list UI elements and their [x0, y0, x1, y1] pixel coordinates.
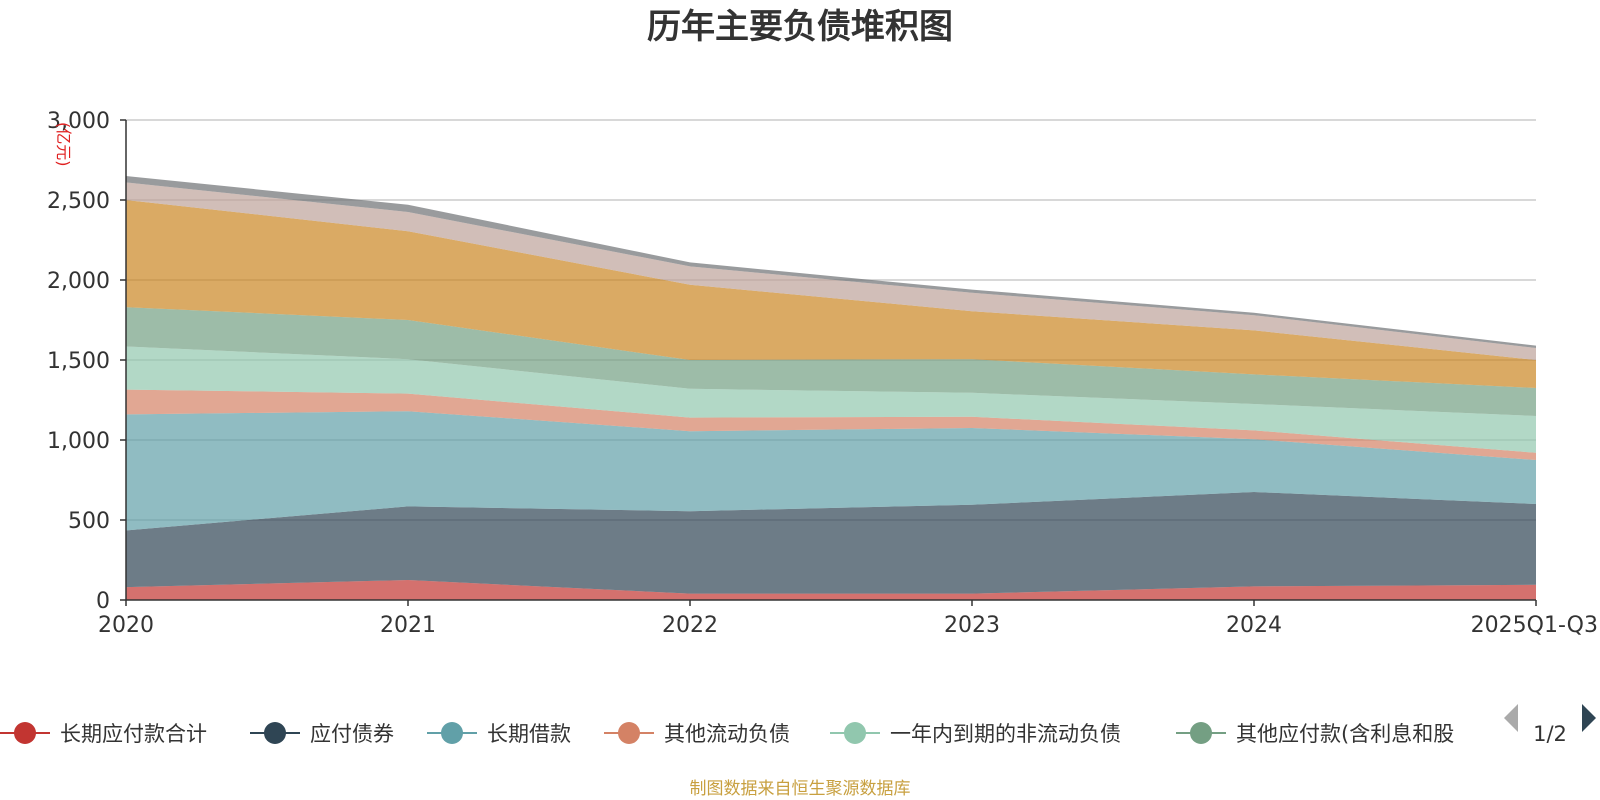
area-series-8[interactable] — [126, 182, 1536, 360]
area-series-9[interactable] — [126, 176, 1536, 348]
area-series-6[interactable] — [126, 307, 1536, 416]
legend-item-6[interactable]: 其他应付款(含利息和股 — [1176, 722, 1454, 746]
y-tick-label-0: 0 — [96, 589, 110, 614]
y-tick-label-2: 1,000 — [47, 429, 110, 454]
y-tick-label-3: 1,500 — [47, 349, 110, 374]
legend-label: 一年内到期的非流动负债 — [890, 722, 1121, 746]
x-tick-label-1: 2021 — [380, 613, 436, 638]
area-series-4[interactable] — [126, 389, 1536, 460]
axes — [120, 119, 1537, 606]
y-tick-label-1: 500 — [68, 509, 110, 534]
legend-label: 长期应付款合计 — [60, 722, 207, 746]
legend: 长期应付款合计 应付债券 长期借款 其他流动负债 一年内到期的非流动负债 其他应付款(含利… — [0, 722, 1454, 746]
legend-prev-arrow-icon[interactable] — [1504, 704, 1518, 732]
legend-page-indicator: 1/2 — [1533, 722, 1567, 746]
legend-item-4[interactable]: 其他流动负债 — [604, 722, 790, 746]
x-tick-label-2: 2022 — [662, 613, 718, 638]
legend-item-5[interactable]: 一年内到期的非流动负债 — [830, 722, 1121, 746]
y-tick-label-4: 2,000 — [47, 269, 110, 294]
legend-marker-icon — [264, 722, 286, 744]
area-series-1[interactable] — [126, 580, 1536, 600]
legend-label: 其他流动负债 — [664, 722, 790, 746]
legend-pager: 1/2 — [1504, 704, 1596, 746]
legend-label: 长期借款 — [487, 722, 571, 746]
y-axis-tick-labels: 0 500 1,000 1,500 2,000 2,500 3,000 — [47, 109, 110, 614]
legend-item-2[interactable]: 应付债券 — [250, 722, 394, 746]
x-tick-label-0: 2020 — [98, 613, 154, 638]
legend-item-1[interactable]: 长期应付款合计 — [0, 722, 207, 746]
legend-marker-icon — [844, 722, 866, 744]
source-note: 制图数据来自恒生聚源数据库 — [690, 779, 911, 799]
x-axis-tick-labels: 2020 2021 2022 2023 2024 2025Q1-Q3 — [98, 613, 1598, 638]
legend-label: 其他应付款(含利息和股 — [1236, 722, 1454, 746]
area-series-7[interactable] — [126, 200, 1536, 388]
area-series-3[interactable] — [126, 411, 1536, 531]
legend-marker-icon — [14, 722, 36, 744]
legend-marker-icon — [1190, 722, 1212, 744]
legend-marker-icon — [441, 722, 463, 744]
x-tick-label-3: 2023 — [944, 613, 1000, 638]
legend-next-arrow-icon[interactable] — [1582, 704, 1596, 732]
y-axis-unit-label: (亿元) — [54, 122, 73, 167]
y-tick-label-5: 2,500 — [47, 189, 110, 214]
x-tick-label-5: 2025Q1-Q3 — [1471, 613, 1598, 638]
y-tick-label-6: 3,000 — [47, 109, 110, 134]
legend-item-3[interactable]: 长期借款 — [427, 722, 571, 746]
area-layers — [126, 176, 1536, 600]
area-series-2[interactable] — [126, 492, 1536, 594]
legend-label: 应付债券 — [310, 722, 394, 746]
chart-title: 历年主要负债堆积图 — [647, 7, 953, 47]
area-series-5[interactable] — [126, 346, 1536, 453]
legend-marker-icon — [618, 722, 640, 744]
x-tick-label-4: 2024 — [1226, 613, 1282, 638]
